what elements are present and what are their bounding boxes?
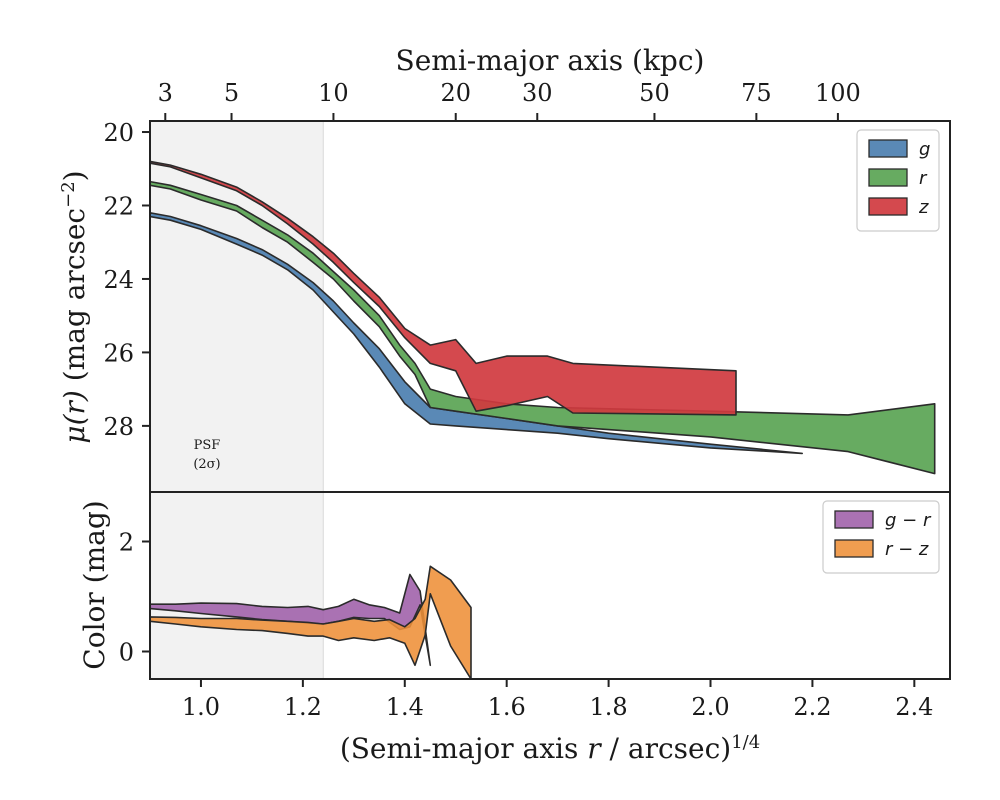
psf-region-top: [149, 120, 324, 493]
top-tick-label: 30: [522, 79, 553, 107]
band-z: [150, 160, 737, 416]
top-tick-label: 20: [440, 79, 471, 107]
top-tick-label: 5: [224, 79, 239, 107]
x-tick-label: 1.8: [590, 693, 628, 721]
y-tick-label: 24: [103, 266, 134, 294]
bottom-panel-frame: [149, 491, 951, 680]
x-tick-label: 1.0: [182, 693, 220, 721]
psf-label: PSF: [194, 438, 221, 453]
legend-swatch: [868, 139, 908, 158]
top-axis-title: Semi-major axis (kpc): [396, 44, 705, 77]
psf-region-bottom: [149, 491, 324, 680]
top-tick-label: 50: [639, 79, 670, 107]
x-tick-label: 2.4: [895, 693, 933, 721]
color-y-tick-label: 0: [119, 639, 134, 667]
x-tick-label: 2.0: [691, 693, 729, 721]
y-tick-label: 22: [103, 192, 134, 220]
legend-swatch: [868, 197, 908, 216]
y-tick-label: 20: [103, 119, 134, 147]
legend-swatch: [868, 168, 908, 187]
band-g: [150, 212, 804, 455]
legend-swatch: [834, 510, 874, 529]
top-y-axis-title: μ(r) (mag arcsec−2): [58, 170, 92, 443]
bottom-x-axis-title: (Semi-major axis r / arcsec)1/4: [340, 732, 760, 766]
surface-brightness-bands: [150, 160, 936, 475]
legend-bottom: g − r r − z: [822, 500, 940, 574]
legend-label: r − z: [885, 539, 929, 560]
legend-label: r: [919, 168, 928, 189]
x-tick-label: 1.2: [284, 693, 322, 721]
color-y-tick-label: 2: [119, 529, 134, 557]
psf-label-sigma: (2σ): [193, 457, 220, 472]
color-bands: [150, 565, 472, 679]
band-rz: [150, 565, 472, 679]
top-tick-label: 3: [158, 79, 173, 107]
legend-top: grz: [856, 129, 940, 232]
top-tick-label: 10: [318, 79, 349, 107]
x-tick-label: 1.4: [386, 693, 424, 721]
x-tick-label: 2.2: [793, 693, 831, 721]
legend-label: g: [919, 139, 930, 160]
x-tick-label: 1.6: [488, 693, 526, 721]
y-tick-label: 26: [103, 339, 134, 367]
top-tick-label: 75: [741, 79, 772, 107]
bottom-y-axis-title: Color (mag): [78, 500, 111, 669]
y-tick-label: 28: [103, 413, 134, 441]
legend-label: z: [918, 197, 929, 218]
legend-swatch: [834, 539, 874, 558]
legend-label: g − r: [885, 510, 932, 531]
band-r: [150, 180, 936, 475]
axis-ticks: 20 22 24 26 28 3 5 10 20 30 50 75 100 0 2 1.0 1.2 1.4 1.6 1…: [103, 79, 933, 721]
top-tick-label: 100: [815, 79, 861, 107]
